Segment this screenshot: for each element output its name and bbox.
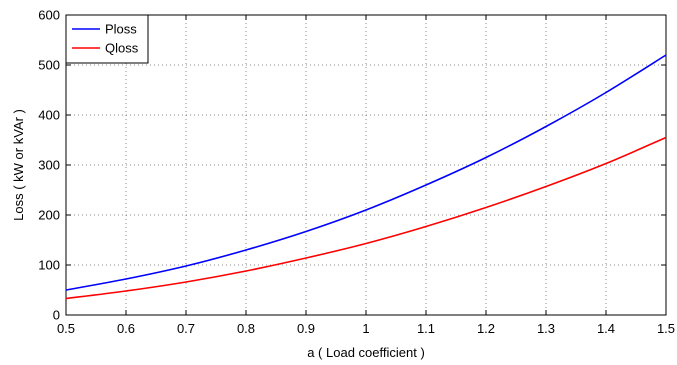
y-tick-label: 200: [38, 208, 60, 223]
series-line-qloss: [65, 136, 667, 300]
x-tick-label: 1: [362, 321, 369, 336]
ticks: [65, 14, 667, 316]
x-tick-label: 1.5: [657, 321, 675, 336]
x-tick-label: 0.5: [57, 321, 75, 336]
x-tick-label: 1.4: [597, 321, 615, 336]
x-tick-label: 0.6: [117, 321, 135, 336]
x-axis-label: a ( Load coefficient ): [307, 345, 425, 360]
y-tick-label: 500: [38, 58, 60, 73]
y-tick-label: 100: [38, 258, 60, 273]
series-lines: [65, 54, 667, 300]
y-tick-label: 0: [53, 308, 60, 323]
legend: Ploss Qloss: [65, 14, 149, 64]
series-line-ploss: [65, 54, 667, 291]
y-tick-label: 400: [38, 108, 60, 123]
y-axis-label: Loss ( kW or kVAr ): [11, 109, 26, 221]
grid: [66, 15, 666, 315]
legend-label-qloss: Qloss: [105, 41, 139, 56]
x-tick-label: 1.3: [537, 321, 555, 336]
x-tick-label: 0.7: [177, 321, 195, 336]
legend-label-ploss: Ploss: [105, 22, 137, 37]
y-tick-label: 600: [38, 8, 60, 23]
x-tick-label: 0.8: [237, 321, 255, 336]
x-tick-label: 0.9: [297, 321, 315, 336]
y-tick-label: 300: [38, 158, 60, 173]
x-tick-label: 1.2: [477, 321, 495, 336]
y-tick-labels: 0 100 200 300 400 500 600: [38, 8, 60, 323]
x-tick-label: 1.1: [417, 321, 435, 336]
legend-box: [65, 14, 149, 64]
x-tick-labels: 0.5 0.6 0.7 0.8 0.9 1 1.1 1.2 1.3 1.4 1.5: [57, 321, 675, 336]
